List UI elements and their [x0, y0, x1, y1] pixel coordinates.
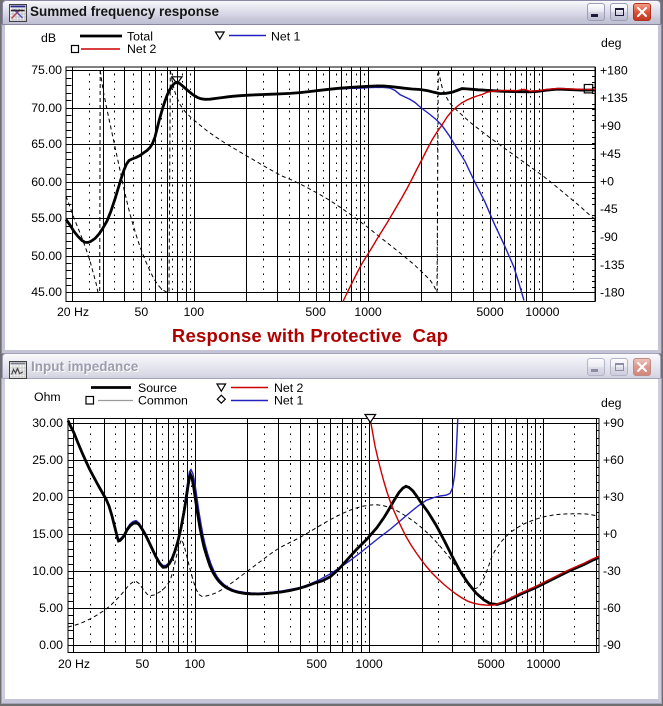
svg-text:-90: -90 [603, 638, 621, 652]
svg-text:-45: -45 [600, 202, 618, 216]
svg-text:Common: Common [138, 394, 188, 408]
svg-text:+135: +135 [600, 91, 628, 105]
svg-text:5000: 5000 [477, 657, 505, 671]
svg-text:+0: +0 [603, 527, 617, 541]
svg-text:-60: -60 [603, 601, 621, 615]
svg-text:65.00: 65.00 [31, 137, 62, 151]
svg-text:20.00: 20.00 [32, 490, 63, 504]
svg-text:Total: Total [127, 30, 153, 44]
svg-text:500: 500 [306, 657, 327, 671]
svg-text:70.00: 70.00 [31, 101, 62, 115]
svg-text:5000: 5000 [476, 305, 504, 319]
svg-text:50: 50 [135, 305, 149, 319]
svg-text:1000: 1000 [355, 657, 383, 671]
svg-text:10000: 10000 [526, 657, 560, 671]
svg-text:500: 500 [305, 305, 326, 319]
svg-text:50.00: 50.00 [31, 249, 62, 263]
svg-text:-30: -30 [603, 564, 621, 578]
svg-text:0.00: 0.00 [39, 638, 63, 652]
svg-text:+30: +30 [603, 490, 624, 504]
svg-text:1000: 1000 [354, 305, 382, 319]
svg-text:deg: deg [601, 396, 622, 410]
svg-text:Source: Source [138, 381, 177, 395]
svg-text:Net 1: Net 1 [274, 394, 304, 408]
svg-text:+60: +60 [603, 453, 624, 467]
svg-text:+0: +0 [600, 175, 614, 189]
svg-text:Net 1: Net 1 [271, 30, 301, 44]
svg-text:Net 2: Net 2 [127, 42, 157, 56]
svg-text:+45: +45 [600, 147, 621, 161]
svg-text:+90: +90 [603, 416, 624, 430]
svg-text:60.00: 60.00 [31, 175, 62, 189]
svg-text:20 Hz: 20 Hz [57, 305, 89, 319]
svg-text:5.00: 5.00 [39, 601, 63, 615]
svg-text:deg: deg [601, 36, 622, 50]
svg-text:Net 2: Net 2 [274, 381, 304, 395]
svg-text:100: 100 [185, 657, 206, 671]
svg-text:20 Hz: 20 Hz [58, 657, 90, 671]
svg-text:100: 100 [184, 305, 205, 319]
svg-text:+90: +90 [600, 119, 621, 133]
svg-text:dB: dB [41, 31, 56, 45]
svg-text:-180: -180 [600, 286, 625, 300]
svg-text:+180: +180 [600, 64, 628, 78]
svg-text:-90: -90 [600, 230, 618, 244]
svg-text:30.00: 30.00 [32, 416, 63, 430]
svg-text:Ohm: Ohm [34, 390, 61, 404]
svg-text:Response with Protective Cap: Response with Protective Cap [172, 325, 448, 346]
svg-text:55.00: 55.00 [31, 211, 62, 225]
svg-text:45.00: 45.00 [31, 285, 62, 299]
svg-text:15.00: 15.00 [32, 527, 63, 541]
svg-text:10.00: 10.00 [32, 564, 63, 578]
svg-text:-135: -135 [600, 258, 625, 272]
svg-text:10000: 10000 [525, 305, 559, 319]
svg-text:50: 50 [136, 657, 150, 671]
svg-text:75.00: 75.00 [31, 63, 62, 77]
svg-text:25.00: 25.00 [32, 453, 63, 467]
